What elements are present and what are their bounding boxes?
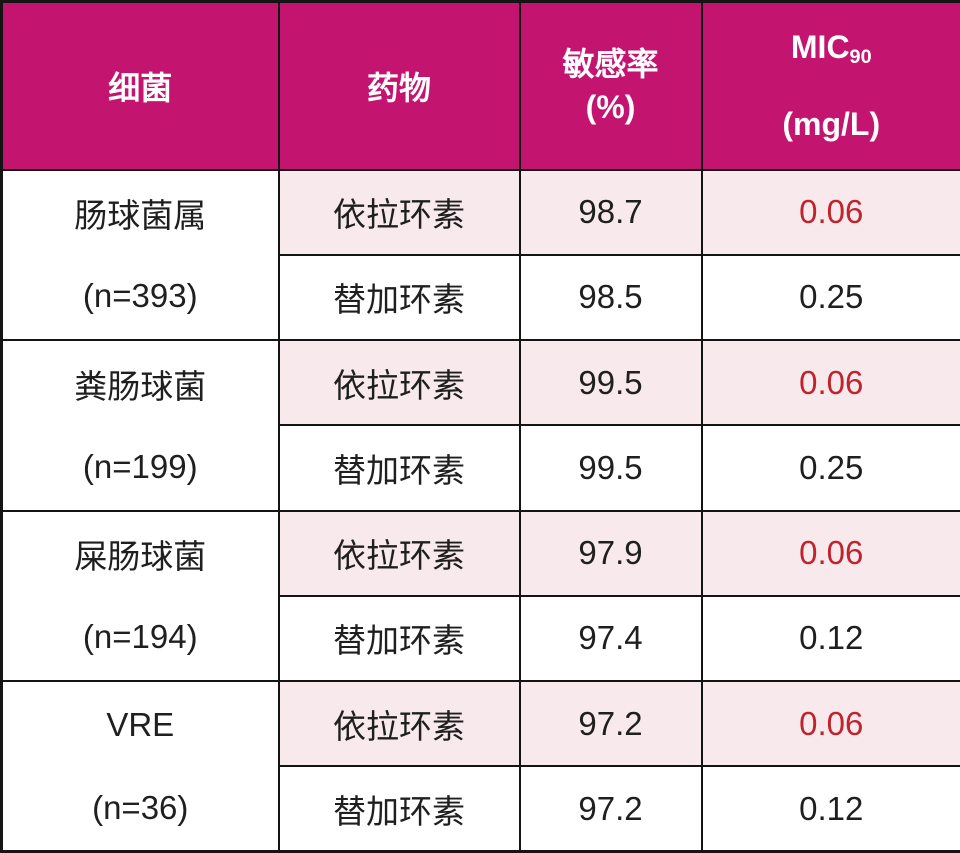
- drug-cell: 依拉环素: [277, 168, 521, 256]
- bacteria-n-count: (n=36): [92, 788, 189, 826]
- header-mic-label: MIC90: [790, 28, 872, 68]
- bacteria-name: VRE: [106, 705, 175, 743]
- table-row: 替加环素 97.2 0.12: [2, 765, 960, 853]
- mic-cell: 0.06: [700, 509, 960, 597]
- header-sensitivity: 敏感率 (%): [518, 0, 703, 171]
- header-sensitivity-label: 敏感率: [562, 45, 659, 82]
- header-mic-unit: (mg/L): [782, 105, 881, 142]
- bacteria-n-count: (n=194): [82, 618, 198, 656]
- header-drug: 药物: [277, 0, 521, 171]
- bacteria-n-count: (n=199): [82, 447, 198, 485]
- table-row: VRE (n=36) 依拉环素 97.2 0.06: [0, 679, 960, 853]
- sensitivity-cell: 97.2: [518, 679, 703, 768]
- drug-cell: 依拉环素: [277, 509, 521, 597]
- sensitivity-cell: 97.4: [518, 594, 703, 683]
- bacteria-cell: 屎肠球菌 (n=194): [0, 509, 280, 682]
- table-row: 替加环素 99.5 0.25: [2, 424, 960, 512]
- header-sensitivity-unit: (%): [585, 88, 636, 125]
- mic-cell: 0.12: [700, 765, 960, 853]
- bacteria-cell: 粪肠球菌 (n=199): [0, 339, 280, 512]
- mic-cell: 0.06: [700, 168, 960, 256]
- sensitivity-cell: 98.7: [518, 168, 703, 256]
- table-row: 替加环素 98.5 0.25: [2, 253, 960, 342]
- drug-cell: 替加环素: [277, 765, 521, 853]
- bacteria-name: 粪肠球菌: [74, 367, 207, 405]
- bacteria-name: 肠球菌属: [74, 197, 207, 235]
- drug-cell: 依拉环素: [277, 338, 521, 427]
- mic-cell: 0.06: [700, 679, 960, 768]
- mic-cell: 0.25: [700, 253, 960, 342]
- mic-cell: 0.25: [700, 424, 960, 512]
- mic-cell: 0.06: [700, 338, 960, 427]
- drug-cell: 依拉环素: [277, 679, 521, 768]
- table-row: 肠球菌属 (n=393) 依拉环素 98.7 0.06: [0, 168, 960, 341]
- header-mic: MIC90 (mg/L): [700, 0, 960, 171]
- drug-cell: 替加环素: [277, 253, 521, 342]
- drug-cell: 替加环素: [277, 594, 521, 683]
- table-row: 屎肠球菌 (n=194) 依拉环素 97.9 0.06: [0, 509, 960, 682]
- mic-cell: 0.12: [700, 594, 960, 683]
- table-row: 替加环素 97.4 0.12: [2, 594, 960, 683]
- sensitivity-cell: 97.9: [518, 509, 703, 597]
- sensitivity-cell: 97.2: [518, 765, 703, 853]
- table-header: 细菌 药物 敏感率 (%) MIC90 (mg/L): [0, 0, 960, 171]
- bacteria-cell: 肠球菌属 (n=393): [0, 168, 280, 341]
- table-row: 粪肠球菌 (n=199) 依拉环素 99.5 0.06: [0, 338, 960, 512]
- bacteria-cell: VRE (n=36): [0, 680, 280, 853]
- sensitivity-cell: 98.5: [518, 253, 703, 342]
- drug-cell: 替加环素: [277, 424, 521, 512]
- bacteria-name: 屎肠球菌: [74, 538, 207, 576]
- header-mic-subscript: 90: [849, 45, 872, 68]
- bacteria-n-count: (n=393): [82, 277, 198, 315]
- sensitivity-cell: 99.5: [518, 424, 703, 512]
- header-bacteria: 细菌: [0, 0, 280, 171]
- sensitivity-cell: 99.5: [518, 338, 703, 427]
